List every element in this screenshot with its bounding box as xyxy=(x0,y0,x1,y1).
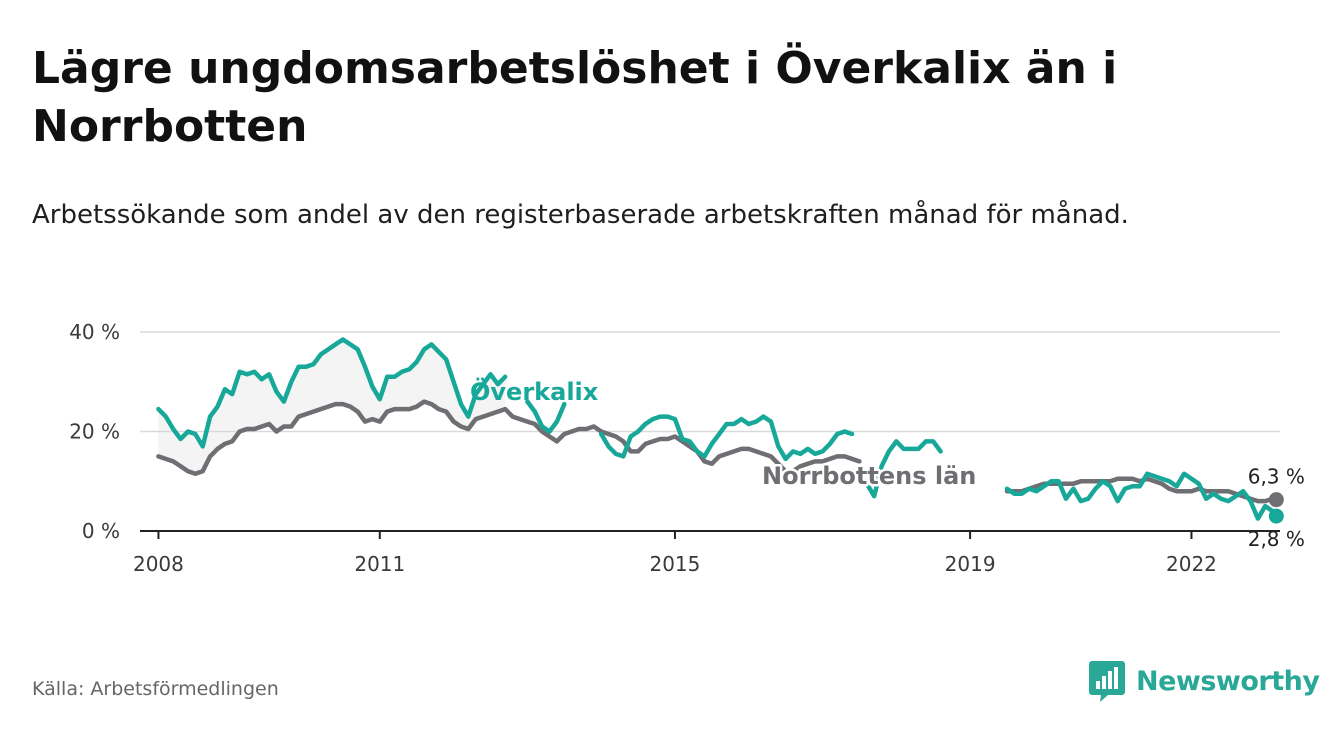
y-axis-ticks: 0 % 20 % 40 % xyxy=(69,320,120,543)
x-tick-label: 2011 xyxy=(354,552,405,576)
overkalix-series-label: Överkalix xyxy=(470,376,599,406)
x-tick-label: 2022 xyxy=(1166,552,1217,576)
norrbotten-series-label: Norrbottens län xyxy=(762,462,976,490)
newsworthy-logo-icon xyxy=(1089,661,1125,702)
brand-name: Newsworthy xyxy=(1136,665,1320,697)
series-labels: Överkalix Norrbottens län 6,3 % 2,8 % xyxy=(470,376,1305,551)
overkalix-end-dot xyxy=(1268,508,1284,524)
overkalix-line xyxy=(156,337,508,449)
brand-logo[interactable]: Newsworthy xyxy=(1088,658,1320,704)
chart-title: Lägre ungdomsarbetslöshet i Överkalix än… xyxy=(32,43,1118,152)
grid-lines xyxy=(140,331,1280,532)
norrbotten-end-value: 6,3 % xyxy=(1248,465,1305,489)
x-tick-label: 2019 xyxy=(945,552,996,576)
chart-subtitle: Arbetssökande som andel av den registerb… xyxy=(32,200,1129,230)
overkalix-line xyxy=(598,414,855,462)
overkalix-line xyxy=(864,439,943,499)
series-lines xyxy=(156,337,1284,524)
x-axis-ticks: 2008 2011 2015 2019 2022 xyxy=(133,531,1217,576)
x-tick-label: 2008 xyxy=(133,552,184,576)
y-tick-label: 40 % xyxy=(69,320,120,344)
difference-area xyxy=(158,339,506,474)
norrbotten-end-dot xyxy=(1268,492,1284,508)
norrbotten-line xyxy=(156,399,862,477)
difference-band xyxy=(158,339,506,474)
overkalix-line xyxy=(525,399,567,434)
y-tick-label: 0 % xyxy=(82,519,120,543)
x-tick-label: 2015 xyxy=(649,552,700,576)
source-note: Källa: Arbetsförmedlingen xyxy=(32,678,279,700)
overkalix-end-value: 2,8 % xyxy=(1248,527,1305,551)
y-tick-label: 20 % xyxy=(69,420,120,444)
overkalix-line xyxy=(1004,471,1279,521)
